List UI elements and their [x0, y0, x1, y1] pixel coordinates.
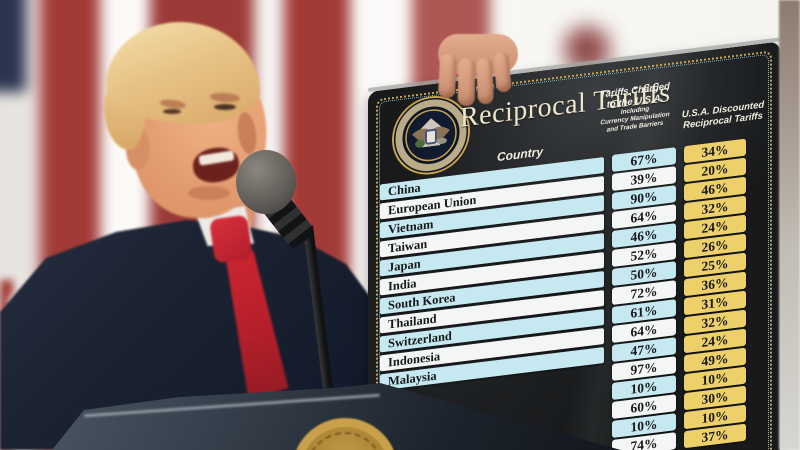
flag-canton	[0, 0, 26, 92]
blond-hair	[106, 22, 260, 124]
hand-holding-board	[436, 28, 524, 108]
chin-shadow	[188, 186, 230, 200]
presidential-seal-icon	[392, 95, 470, 175]
finger	[457, 57, 476, 107]
microphone-windscreen	[236, 150, 296, 214]
eye-left	[163, 109, 181, 114]
background-column-right	[779, 0, 800, 450]
finger	[437, 53, 458, 99]
column-header-discounted: U.S.A. Discounted Reciprocal Tariffs	[673, 98, 773, 133]
eye-right	[214, 104, 236, 110]
tariff-board: Reciprocal Tariffs Tariffs Charged to th…	[368, 37, 780, 450]
finger	[476, 57, 494, 105]
tie-knot	[209, 214, 253, 264]
